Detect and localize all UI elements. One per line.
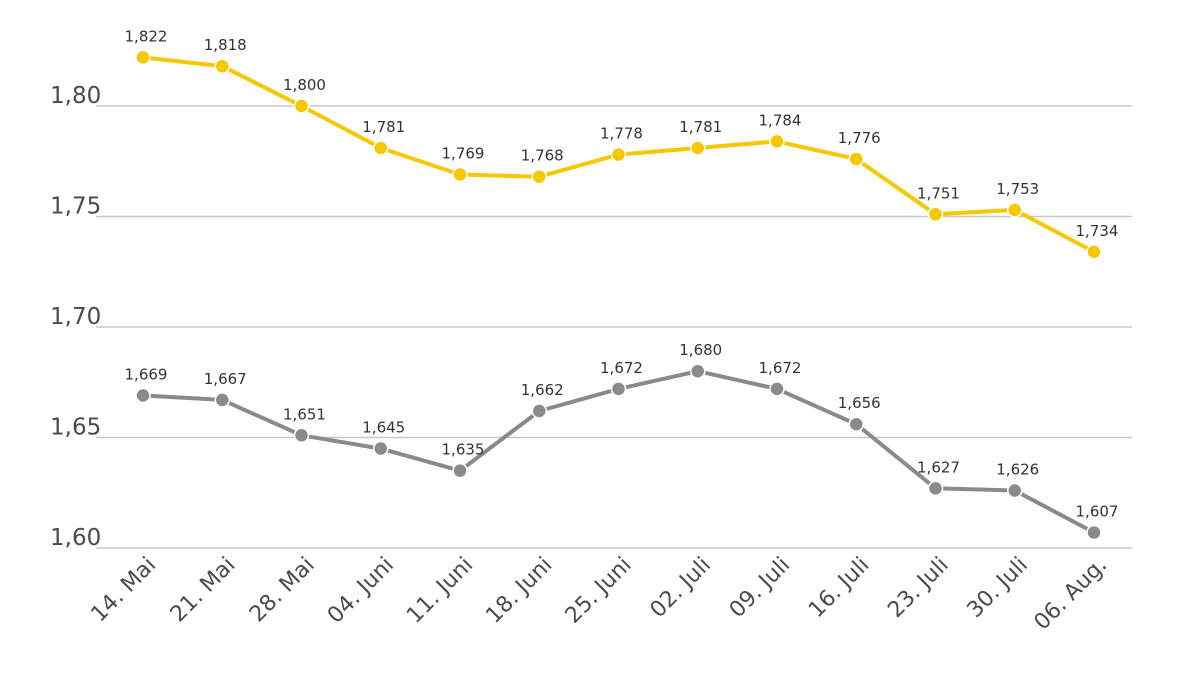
x-tick-label: 09. Juli [725,553,795,623]
data-point [927,480,944,497]
yellow-series: 1,822 1,818 1,800 1,781 1,769 1,768 1,778 1,781… [125,27,1119,260]
data-label: 1,635 [442,441,485,459]
data-point [293,98,310,114]
data-point [610,381,627,397]
y-tick-label: 1,80 [50,83,101,109]
x-tick-label: 14. Mai [87,553,162,628]
data-point [610,146,627,163]
x-tick-label: 25. Juni [561,553,637,629]
data-point [1086,524,1102,541]
data-point [293,427,310,444]
y-axis: 1,60 1,65 1,70 1,75 1,80 [50,83,101,551]
x-tick-label: 02. Juli [646,553,716,623]
data-point [452,166,468,183]
data-point [690,140,706,156]
data-label: 1,769 [442,145,485,163]
data-point [769,381,785,397]
data-label: 1,784 [759,111,802,129]
data-label: 1,672 [759,359,802,377]
data-label: 1,651 [283,405,326,423]
data-label: 1,768 [521,147,564,165]
x-tick-label: 04. Juni [323,553,399,629]
data-point [373,140,389,156]
data-point [1086,244,1102,260]
data-label: 1,734 [1076,222,1119,240]
data-label: 1,627 [917,458,960,476]
x-tick-label: 11. Juni [402,553,478,629]
data-label: 1,672 [600,359,643,377]
data-label: 1,776 [838,129,881,147]
y-tick-label: 1,65 [50,415,101,441]
data-label: 1,751 [917,184,960,202]
data-label: 1,626 [996,461,1039,479]
data-label: 1,781 [362,118,405,136]
series-group: 1,822 1,818 1,800 1,781 1,769 1,768 1,778 1,781… [125,27,1119,541]
data-label: 1,800 [283,76,326,94]
x-tick-label: 06. Aug. [1030,553,1113,636]
data-label: 1,607 [1076,503,1119,521]
data-point [531,168,547,185]
grey-series: 1,669 1,667 1,651 1,645 1,635 1,662 1,672 1,680… [125,341,1119,541]
data-point [1007,202,1023,218]
data-point [452,462,468,479]
x-tick-label: 23. Juli [883,553,953,623]
data-point [769,133,785,150]
data-point [135,49,151,66]
x-tick-label: 21. Mai [166,553,241,628]
data-label: 1,753 [996,180,1039,198]
x-tick-label: 16. Juli [804,553,874,623]
data-label: 1,667 [204,370,247,388]
y-tick-label: 1,60 [50,525,101,551]
data-label: 1,778 [600,125,643,143]
data-label: 1,822 [125,27,168,45]
data-label: 1,662 [521,381,564,399]
x-axis: 14. Mai 21. Mai 28. Mai 04. Juni 11. Juni 18.… [87,553,1113,636]
data-point [690,363,706,379]
data-point [848,151,864,167]
y-tick-label: 1,70 [50,304,101,330]
x-tick-label: 18. Juni [482,553,558,629]
data-label: 1,645 [362,419,405,437]
data-label: 1,656 [838,394,881,412]
data-label: 1,680 [679,341,722,359]
data-point [214,58,230,74]
data-point [214,392,230,408]
x-tick-label: 28. Mai [245,553,320,628]
x-tick-label: 30. Juli [963,553,1033,623]
data-label: 1,669 [125,366,168,384]
data-point [1007,482,1023,499]
data-point [927,206,944,223]
data-point [531,403,547,419]
data-point [135,387,151,404]
data-point [373,440,389,457]
data-label: 1,818 [204,36,247,54]
y-tick-label: 1,75 [50,194,101,220]
data-point [848,416,864,432]
data-label: 1,781 [679,118,722,136]
grid [96,105,1132,549]
